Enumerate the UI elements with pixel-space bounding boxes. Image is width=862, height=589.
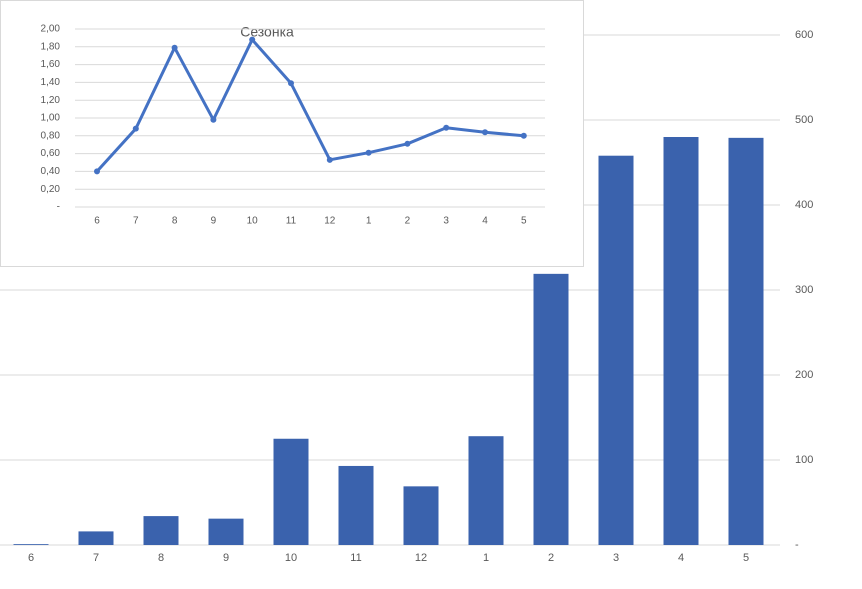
- point: [520, 132, 527, 139]
- bar: [533, 273, 569, 545]
- x-tick-label: 12: [324, 216, 336, 227]
- bar: [598, 155, 634, 545]
- point: [365, 149, 372, 156]
- y-tick-label: 300: [795, 284, 813, 296]
- bar: [468, 436, 504, 545]
- chart-title: Сезонка: [240, 24, 294, 40]
- x-tick-label: 12: [415, 552, 427, 564]
- bar: [403, 486, 439, 545]
- x-tick-label: 9: [211, 216, 217, 227]
- x-tick-label: 2: [548, 552, 554, 564]
- y-tick-label: 1,60: [41, 59, 61, 70]
- x-tick-label: 5: [521, 216, 527, 227]
- line: [95, 38, 524, 173]
- x-tick-label: 7: [93, 552, 99, 564]
- y-tick-label: 400: [795, 199, 813, 211]
- point: [482, 129, 488, 136]
- x-tick-label: 1: [483, 552, 489, 564]
- x-tick-label: 3: [443, 216, 449, 227]
- y-tick-label: 1,80: [41, 41, 61, 52]
- point: [171, 44, 178, 51]
- y-tick-label: 0,40: [41, 166, 61, 177]
- x-tick-label: 10: [247, 216, 259, 227]
- point: [249, 36, 256, 43]
- x-tick-label: 8: [172, 216, 178, 227]
- x-tick-label: 3: [613, 552, 619, 564]
- point: [326, 156, 333, 163]
- y-tick-label: 1,40: [41, 77, 61, 88]
- bar: [143, 516, 179, 545]
- x-tick-label: 9: [223, 552, 229, 564]
- bar: [273, 438, 309, 545]
- y-tick-label: 100: [795, 454, 813, 466]
- x-tick-label: 11: [286, 216, 297, 227]
- y-tick-label: 1,00: [41, 113, 61, 124]
- x-tick-label: 6: [94, 216, 100, 227]
- y-tick-label: 2,00: [41, 24, 61, 35]
- bar: [338, 465, 374, 545]
- bar: [728, 137, 764, 545]
- y-tick-label: 0,20: [41, 184, 61, 195]
- y-tick-label: 0,60: [41, 148, 61, 159]
- x-tick-label: 1: [366, 216, 372, 227]
- y-tick-label: -: [795, 539, 799, 551]
- x-tick-label: 11: [350, 552, 361, 564]
- bar: [208, 518, 244, 545]
- x-tick-label: 4: [678, 552, 684, 564]
- y-tick-label: 600: [795, 29, 813, 41]
- x-tick-label: 2: [405, 216, 411, 227]
- point: [94, 168, 100, 175]
- point: [404, 140, 411, 147]
- y-tick-label: 200: [795, 369, 813, 381]
- x-tick-label: 8: [158, 552, 164, 564]
- y-tick-label: 0,80: [41, 130, 61, 141]
- y-tick-label: 500: [795, 114, 813, 126]
- y-tick-label: -: [57, 202, 60, 213]
- x-tick-label: 4: [482, 216, 488, 227]
- point: [288, 80, 294, 87]
- x-tick-label: 10: [285, 552, 297, 564]
- point: [132, 125, 139, 132]
- y-tick-label: 1,20: [41, 95, 61, 106]
- bar: [13, 544, 49, 545]
- bar: [78, 531, 114, 545]
- x-tick-label: 7: [133, 216, 139, 227]
- bar: [663, 137, 699, 545]
- point: [210, 116, 217, 123]
- x-tick-label: 6: [28, 552, 34, 564]
- point: [443, 124, 450, 131]
- x-tick-label: 5: [743, 552, 749, 564]
